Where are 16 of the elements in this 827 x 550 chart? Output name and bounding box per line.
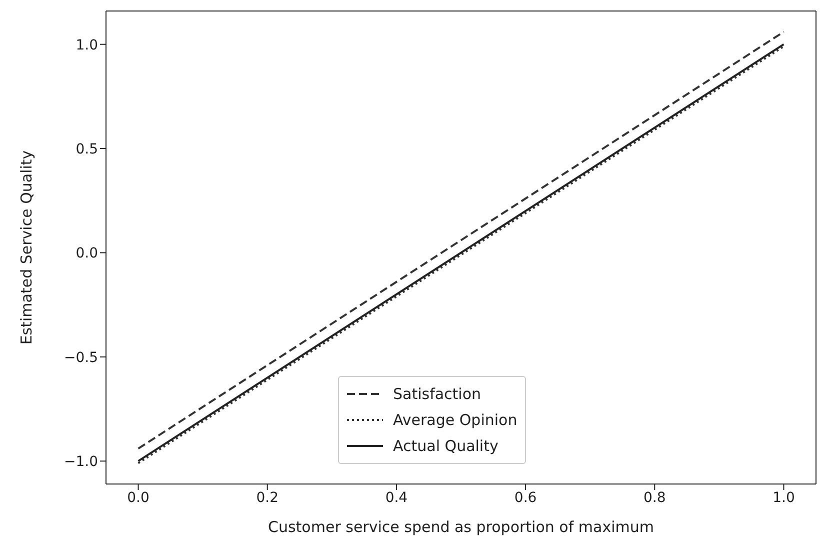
y-tick-label: −0.5 (64, 350, 98, 366)
x-tick-label: 0.4 (385, 490, 408, 506)
x-tick-label: 1.0 (772, 490, 795, 506)
y-axis-title: Estimated Service Quality (17, 150, 36, 345)
legend-label: Satisfaction (393, 385, 482, 403)
y-tick-label: −1.0 (64, 454, 98, 470)
x-tick-label: 0.2 (256, 490, 278, 506)
y-tick-label: 0.0 (76, 246, 98, 262)
x-tick-label: 0.6 (514, 490, 537, 506)
y-tick-label: 0.5 (76, 141, 98, 158)
x-axis-title: Customer service spend as proportion of maximum (268, 518, 654, 536)
legend-label: Average Opinion (393, 411, 518, 429)
legend-label: Actual Quality (393, 437, 498, 455)
x-tick-label: 0.8 (644, 490, 666, 506)
y-tick-label: 1.0 (76, 37, 98, 54)
x-tick-label: 0.0 (127, 490, 150, 506)
